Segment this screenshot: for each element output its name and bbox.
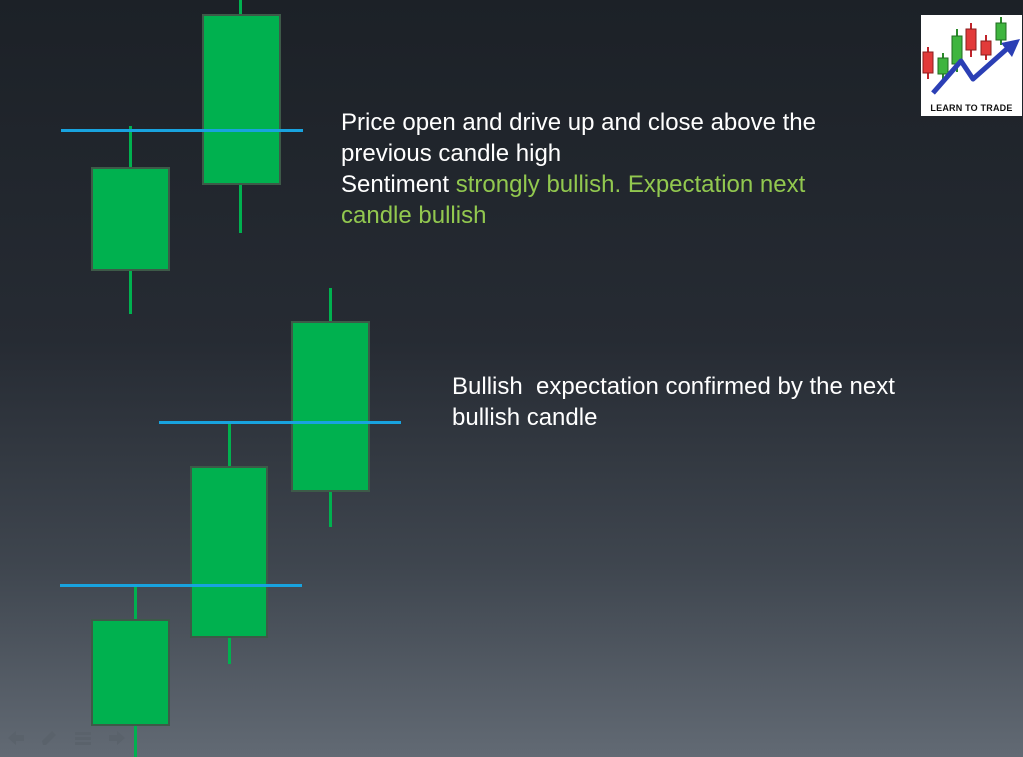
candlestick-logo-icon — [922, 17, 1020, 95]
menu-icon[interactable] — [73, 728, 93, 748]
candle-2-body — [202, 14, 281, 185]
candle-5-body — [291, 321, 370, 492]
logo-caption: LEARN TO TRADE — [930, 103, 1013, 113]
pen-icon[interactable] — [39, 728, 59, 748]
sentiment-value: strongly bullish. Expectation next — [455, 171, 806, 198]
previous-high-line-1 — [61, 129, 303, 132]
previous-high-line-2 — [60, 584, 302, 587]
annotation-first-sentiment: Sentiment strongly bullish. Expectation … — [341, 169, 901, 200]
annotation-first: Price open and drive up and close above … — [341, 107, 901, 231]
annotation-second-line1: Bullish expectation confirmed by the nex… — [452, 373, 895, 400]
sentiment-label: Sentiment — [341, 171, 450, 198]
annotation-first-line1: Price open and drive up and close above … — [341, 109, 816, 136]
back-arrow-icon[interactable] — [6, 728, 26, 748]
annotation-second-line2: bullish candle — [452, 404, 598, 431]
candle-4-body — [190, 466, 268, 638]
sentiment-value-cont: candle bullish — [341, 202, 487, 229]
learn-to-trade-logo: LEARN TO TRADE — [921, 15, 1022, 116]
candle-1-body — [91, 167, 170, 271]
annotation-second: Bullish expectation confirmed by the nex… — [452, 371, 992, 433]
candle-3-body — [91, 619, 170, 726]
previous-high-line-3 — [159, 421, 401, 424]
annotation-first-line2: previous candle high — [341, 140, 562, 167]
forward-arrow-icon[interactable] — [107, 728, 127, 748]
